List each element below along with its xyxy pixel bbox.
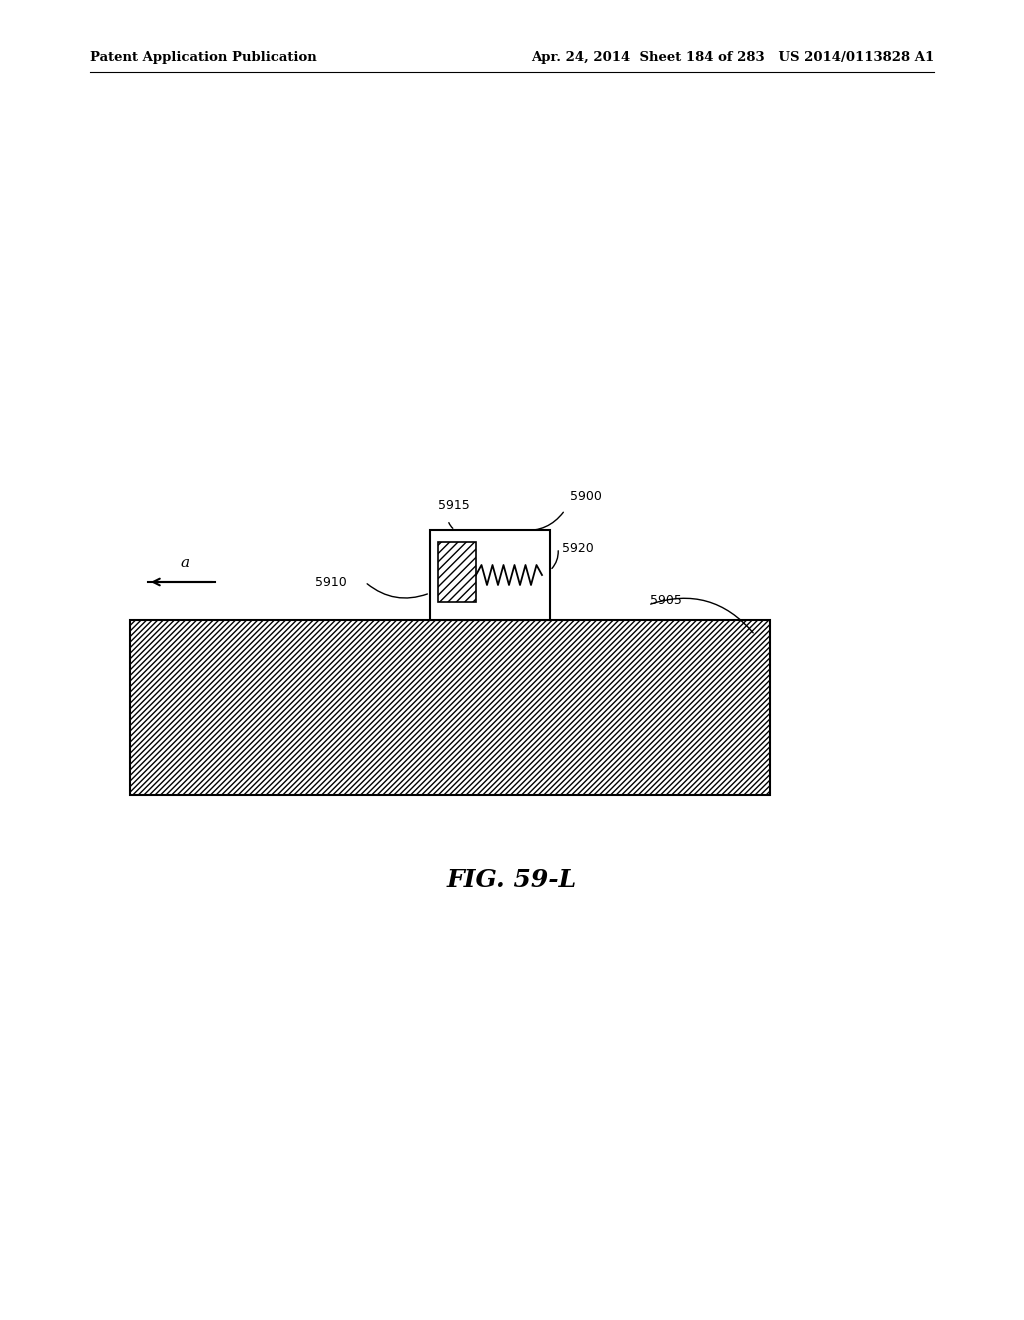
Text: Patent Application Publication: Patent Application Publication (90, 51, 316, 65)
Text: FIG. 59-L: FIG. 59-L (446, 869, 578, 892)
Text: Apr. 24, 2014  Sheet 184 of 283   US 2014/0113828 A1: Apr. 24, 2014 Sheet 184 of 283 US 2014/0… (530, 51, 934, 65)
Text: a: a (180, 556, 189, 570)
Bar (130, 620, 770, 795)
Text: 5920: 5920 (562, 541, 594, 554)
Text: 5905: 5905 (650, 594, 682, 606)
Bar (430, 531, 550, 620)
Text: 5910: 5910 (315, 576, 347, 589)
Bar (438, 543, 476, 602)
Text: 5915: 5915 (438, 499, 470, 512)
Text: 5900: 5900 (570, 490, 602, 503)
Bar (130, 620, 770, 795)
